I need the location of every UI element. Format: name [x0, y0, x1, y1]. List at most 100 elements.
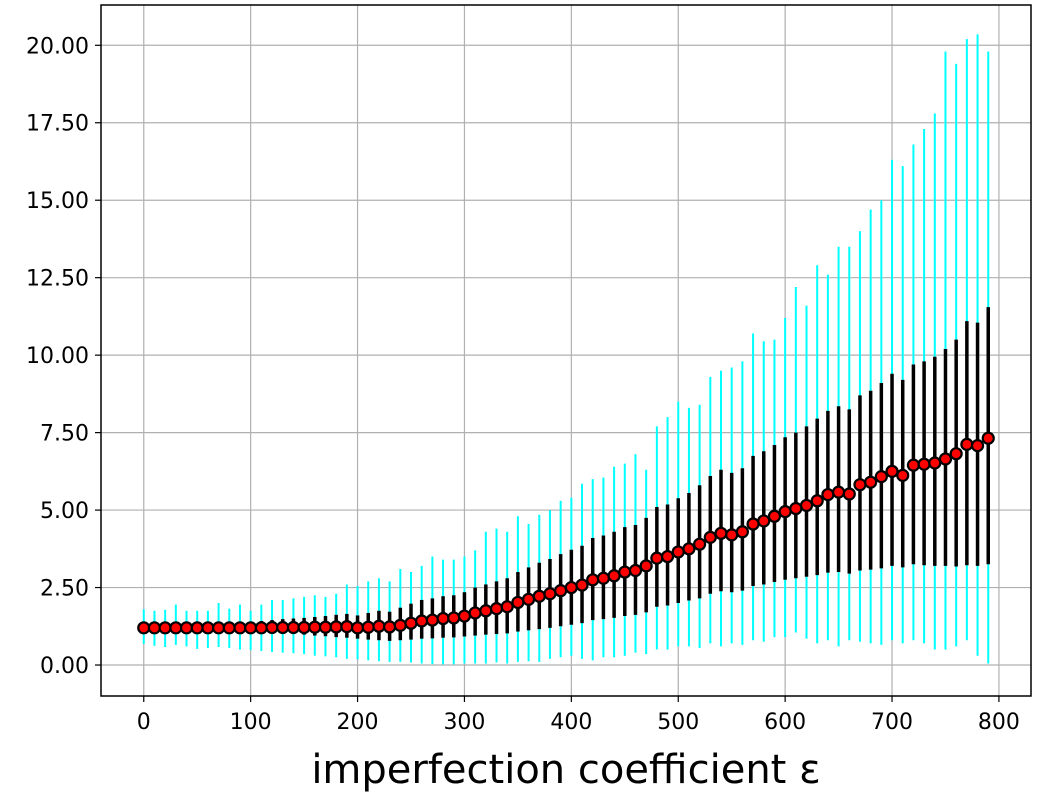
data-point [767, 509, 782, 523]
data-point [308, 620, 322, 634]
data-point [361, 620, 375, 634]
data-point [778, 505, 792, 519]
data-point [821, 487, 835, 502]
data-point [671, 545, 685, 559]
x-tick-label: 0 [137, 710, 151, 735]
data-point [500, 600, 514, 614]
data-point [789, 501, 803, 516]
data-point [874, 470, 888, 484]
data-point [746, 517, 760, 531]
x-tick-label: 800 [978, 710, 1020, 735]
data-point [457, 609, 472, 623]
data-point [383, 620, 397, 634]
x-axis-title: imperfection coefficient ε [311, 747, 820, 793]
x-tick-label: 400 [550, 710, 592, 735]
x-tick-label: 100 [230, 710, 272, 735]
data-point [703, 530, 717, 544]
data-point [147, 621, 162, 635]
data-point [436, 611, 450, 626]
data-point [211, 621, 226, 635]
data-point [607, 569, 621, 583]
data-point [511, 595, 525, 610]
data-point [532, 589, 546, 603]
data-point [393, 618, 407, 632]
data-point [650, 551, 664, 565]
data-point [714, 526, 728, 540]
data-point [468, 606, 482, 620]
data-point [554, 584, 568, 598]
y-tick-label: 10.00 [26, 344, 89, 369]
data-point [254, 621, 268, 635]
data-point [618, 565, 632, 579]
y-tick-label: 17.50 [26, 112, 89, 137]
data-point [682, 542, 696, 556]
data-point [949, 447, 963, 461]
data-point [906, 458, 921, 472]
data-point [297, 620, 311, 635]
data-point [222, 621, 236, 635]
data-point [404, 616, 418, 630]
data-point [960, 437, 974, 451]
data-point [340, 619, 354, 634]
data-point [831, 485, 846, 499]
data-points [137, 431, 995, 635]
data-point [350, 621, 365, 635]
data-point [137, 621, 151, 635]
y-tick-label: 5.00 [40, 499, 89, 524]
plot-frame [100, 4, 1032, 697]
data-point [447, 611, 461, 625]
y-tick-label: 7.50 [40, 422, 89, 447]
data-point [329, 620, 343, 634]
y-tick-label: 2.50 [40, 577, 89, 602]
data-point [639, 559, 653, 573]
data-point [233, 621, 247, 635]
data-point [970, 439, 985, 453]
y-tick-label: 20.00 [26, 34, 89, 59]
y-axis-ticks: 0.00 2.50 5.00 7.50 10.00 12.50 15.00 17.50 20.0… [26, 34, 101, 679]
data-point [415, 614, 429, 628]
data-point [928, 456, 942, 470]
data-point [660, 549, 675, 564]
data-point [628, 563, 643, 578]
data-point [842, 487, 856, 501]
data-point [981, 431, 995, 445]
y-tick-label: 0.00 [40, 654, 89, 679]
data-point [543, 587, 557, 601]
data-point [864, 475, 878, 489]
data-point [810, 494, 824, 508]
x-tick-label: 600 [764, 710, 806, 735]
y-tick-label: 12.50 [26, 267, 89, 292]
data-point [179, 621, 194, 635]
x-axis-ticks: 0 100 200 300 400 500 600 700 800 [137, 696, 1020, 735]
data-point [896, 468, 910, 482]
data-point [735, 525, 749, 539]
data-point [489, 602, 504, 616]
data-point [425, 613, 439, 627]
data-point [265, 620, 279, 635]
data-point [286, 620, 301, 635]
data-point [938, 452, 953, 466]
data-point [885, 464, 899, 478]
data-point [201, 621, 215, 635]
data-point [479, 604, 493, 618]
data-point [276, 620, 290, 635]
data-point [575, 578, 589, 592]
data-point [586, 573, 600, 587]
x-tick-label: 700 [871, 710, 913, 735]
data-point [853, 478, 867, 492]
x-tick-label: 500 [657, 710, 699, 735]
data-point [725, 528, 739, 542]
data-point [169, 621, 183, 635]
data-point [190, 621, 204, 635]
data-point [564, 580, 578, 595]
data-point [799, 498, 814, 513]
data-point [318, 620, 333, 634]
data-point [372, 619, 386, 633]
y-tick-label: 15.00 [26, 189, 89, 214]
data-point [244, 621, 258, 635]
data-point [917, 457, 931, 471]
x-tick-label: 200 [337, 710, 379, 735]
x-tick-label: 300 [443, 710, 485, 735]
